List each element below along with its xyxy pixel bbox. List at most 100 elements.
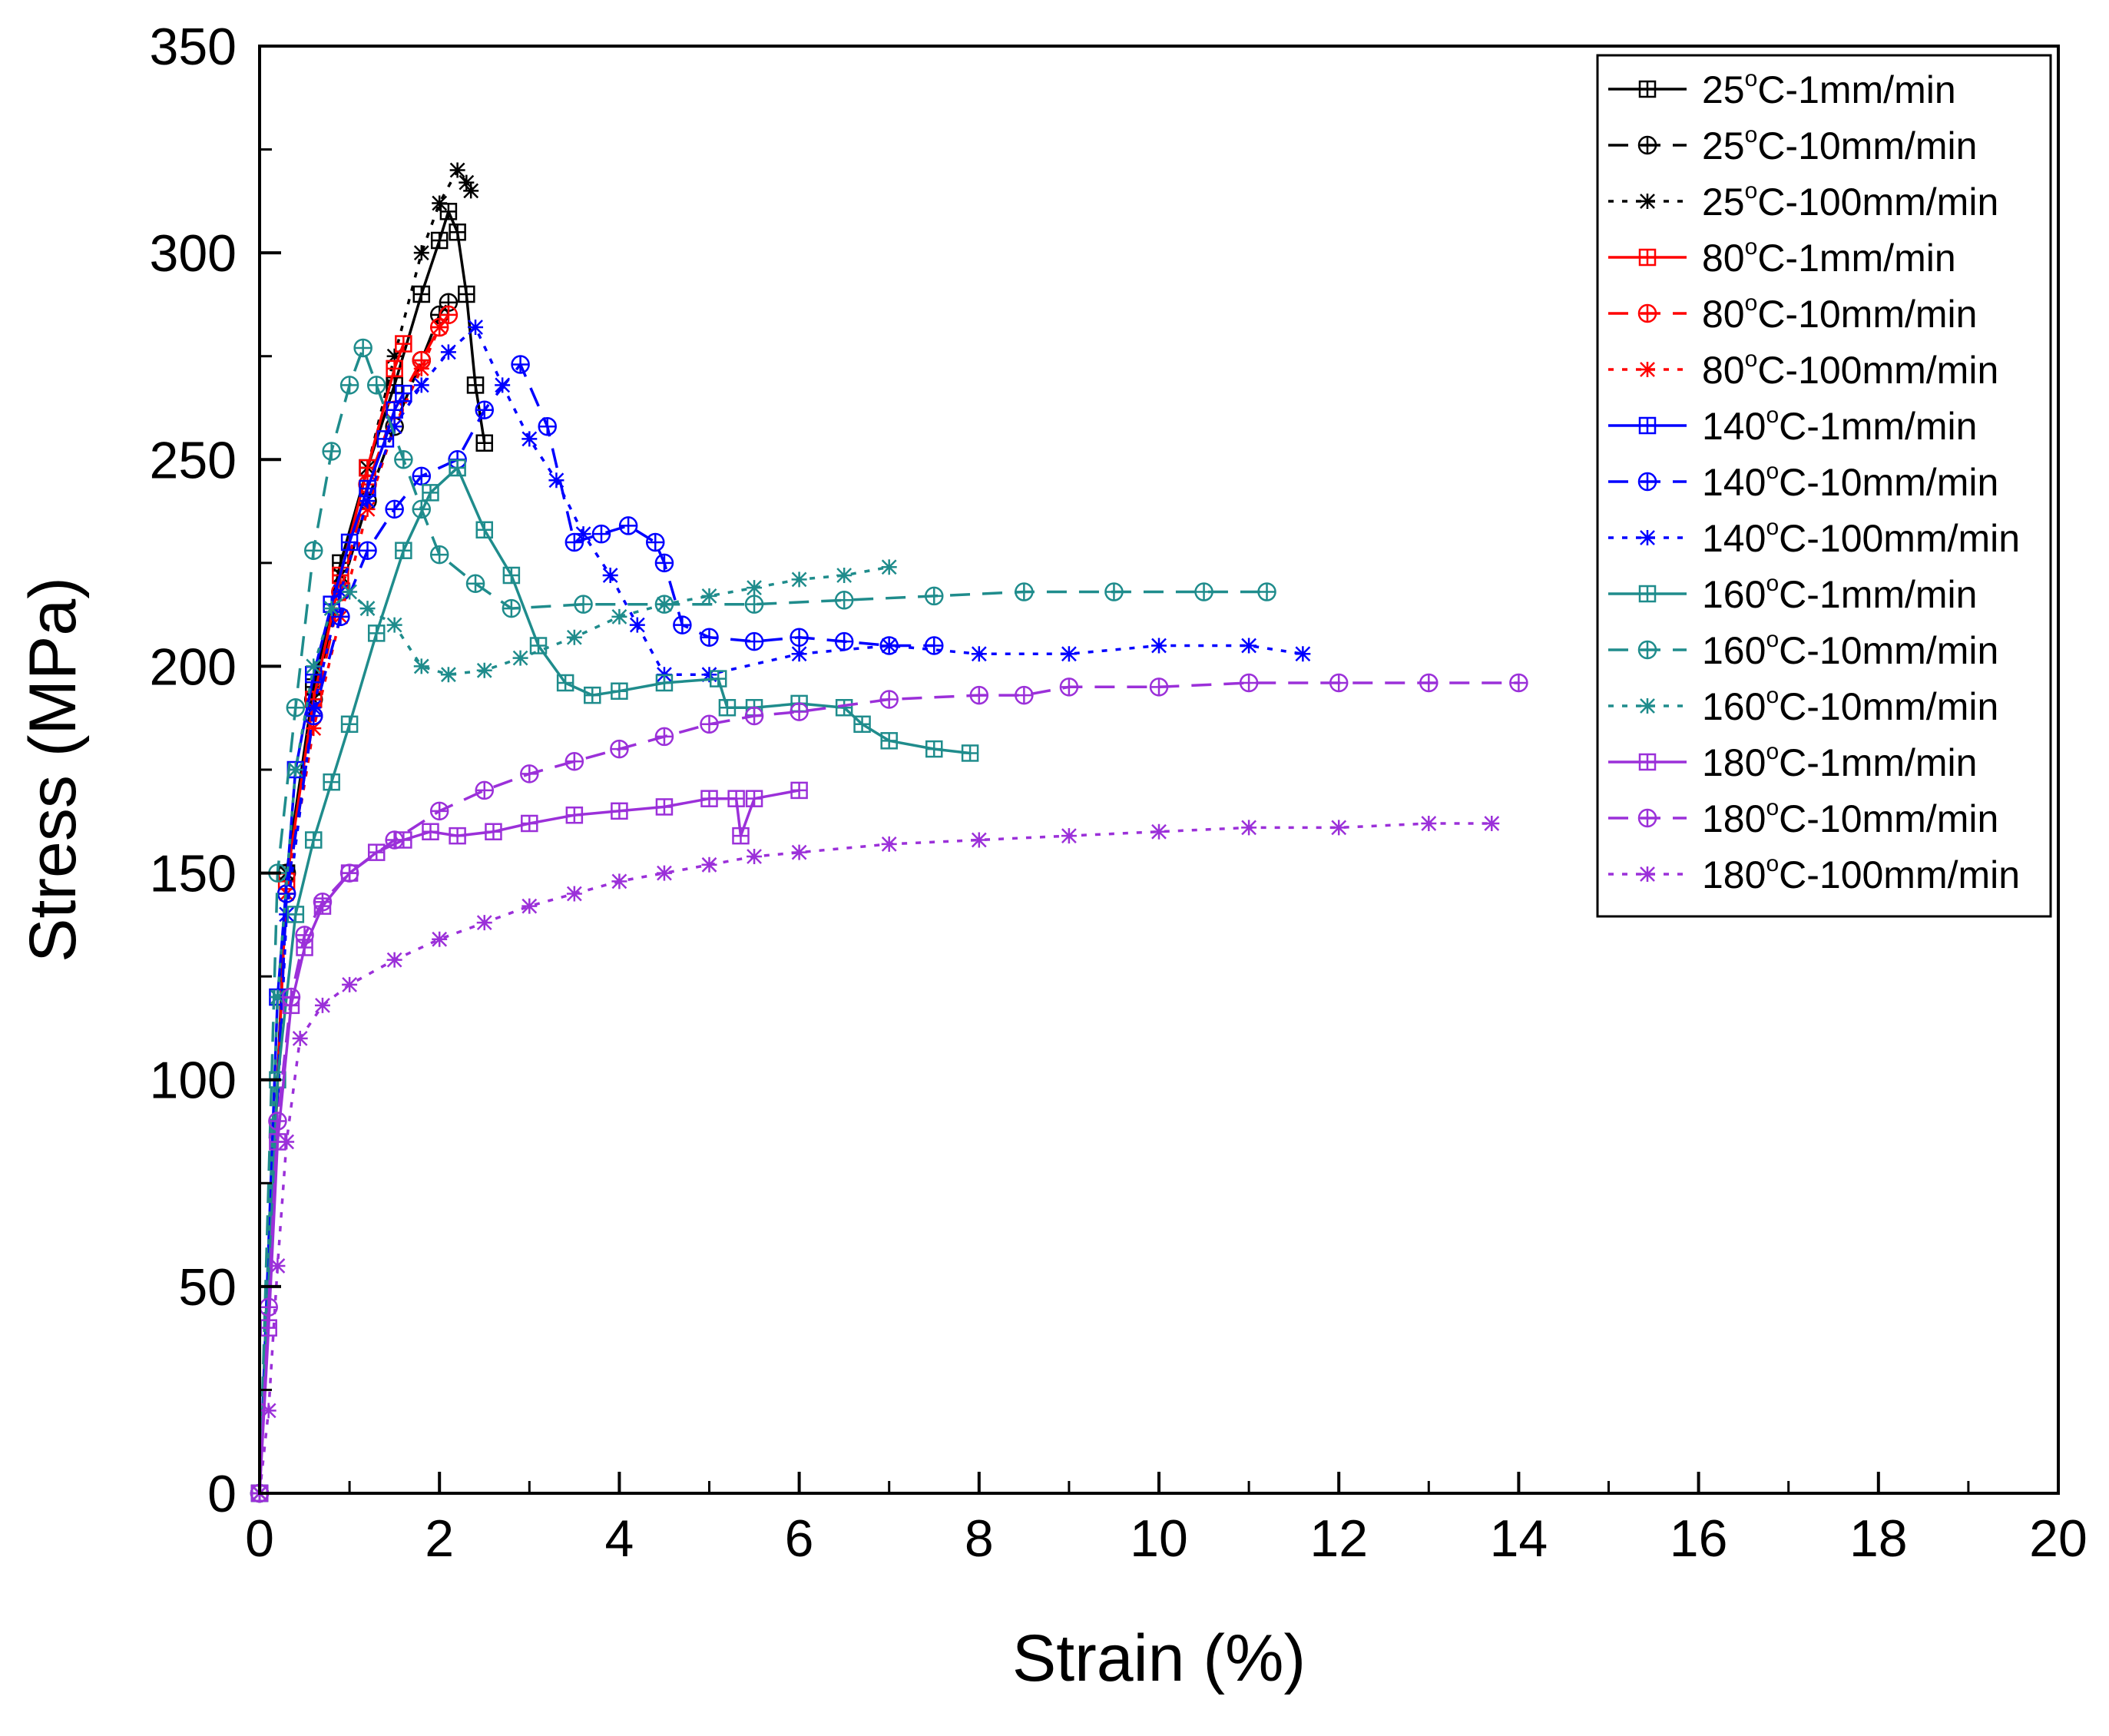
marker-star [575,526,591,542]
marker-star [1640,530,1655,545]
data-point [790,702,809,721]
marker-star [566,886,582,902]
data-point [1640,698,1655,714]
marker-plus [260,1299,276,1315]
legend-rate: C-1mm/min [1779,573,1977,616]
data-point [732,827,750,845]
legend-item: 80oC-100mm/min [1608,346,1998,392]
data-point [413,245,429,261]
data-point-marker [385,830,404,850]
marker-star [791,571,807,588]
marker-plus [836,634,853,650]
legend-item: 140oC-1mm/min [1608,403,1977,448]
legend-degree-sup: o [1766,515,1779,540]
legend-label: 160oC-1mm/min [1702,571,1977,616]
legend-rate: C-1mm/min [1757,68,1955,111]
marker-cross [1640,754,1655,770]
marker-star [656,596,672,612]
marker-cross [728,790,744,807]
data-point-marker [268,1112,287,1131]
data-point [340,715,359,734]
data-point [359,501,376,517]
data-point [745,790,763,807]
data-point [611,682,628,700]
data-point [700,714,719,734]
y-tick-label: 300 [150,224,237,283]
data-point [342,584,358,600]
data-point [331,607,350,627]
marker-star [413,377,429,393]
data-point [1151,823,1167,840]
marker-star [279,1134,295,1150]
series-line [258,681,1519,1494]
data-point [744,706,764,726]
legend-item: 180oC-100mm/min [1608,851,2020,896]
marker-plus [432,547,448,563]
marker-star [566,629,582,645]
marker-star [468,320,484,336]
data-point-marker [439,305,459,325]
legend-item: 160oC-10mm/min [1608,627,1998,672]
data-point [791,571,807,588]
data-point [521,431,538,447]
marker-star [1421,815,1437,831]
data-point-marker [925,636,944,655]
legend-rate: C-10mm/min [1779,461,1998,504]
marker-plus [306,542,322,558]
data-point [629,617,645,633]
legend-degree-sup: o [1745,290,1758,316]
marker-plus [1151,679,1167,695]
data-point-marker [465,574,485,594]
marker-cross [719,700,735,716]
marker-star [476,662,492,678]
data-point [791,646,807,662]
data-point [502,598,521,618]
marker-plus [1640,306,1655,321]
data-point [1638,585,1657,603]
data-point [1638,416,1657,435]
data-point [791,844,807,860]
x-tick-label: 10 [1130,1509,1188,1568]
data-point-marker [475,400,494,419]
marker-cross [369,625,385,641]
data-point [495,377,511,393]
data-point-marker [429,317,449,337]
data-point [654,553,674,573]
data-point-marker [673,615,692,634]
marker-star [629,617,645,633]
marker-cross [386,402,402,418]
marker-plus [386,832,402,848]
data-point [353,338,372,358]
data-point [468,320,484,336]
marker-plus [1106,584,1122,600]
marker-plus [926,638,942,654]
legend-rate: C-1mm/min [1779,741,1977,784]
data-point [276,884,296,903]
data-point-marker [654,553,674,573]
marker-cross [287,906,303,923]
data-point [521,814,538,833]
data-point [395,542,412,559]
legend-label: 25oC-10mm/min [1702,122,1977,167]
legend-item: 180oC-10mm/min [1608,795,1998,840]
marker-star [701,588,717,604]
marker-star [279,906,295,923]
data-point [475,780,494,800]
data-point-marker [412,466,432,486]
data-point [432,320,448,336]
data-point [564,532,584,552]
marker-cross [836,700,853,716]
data-point [339,376,359,395]
marker-star [306,700,322,716]
data-point [610,739,629,759]
legend-degree-sup: o [1745,234,1758,260]
y-tick-label: 0 [207,1465,237,1523]
marker-star [314,997,330,1013]
legend-degree-sup: o [1766,795,1779,820]
legend-label: 160oC-10mm/min [1702,683,1998,728]
data-point [575,526,591,542]
data-point-marker [412,499,432,519]
marker-plus [747,634,763,650]
legend-degree-sup: o [1766,851,1779,876]
